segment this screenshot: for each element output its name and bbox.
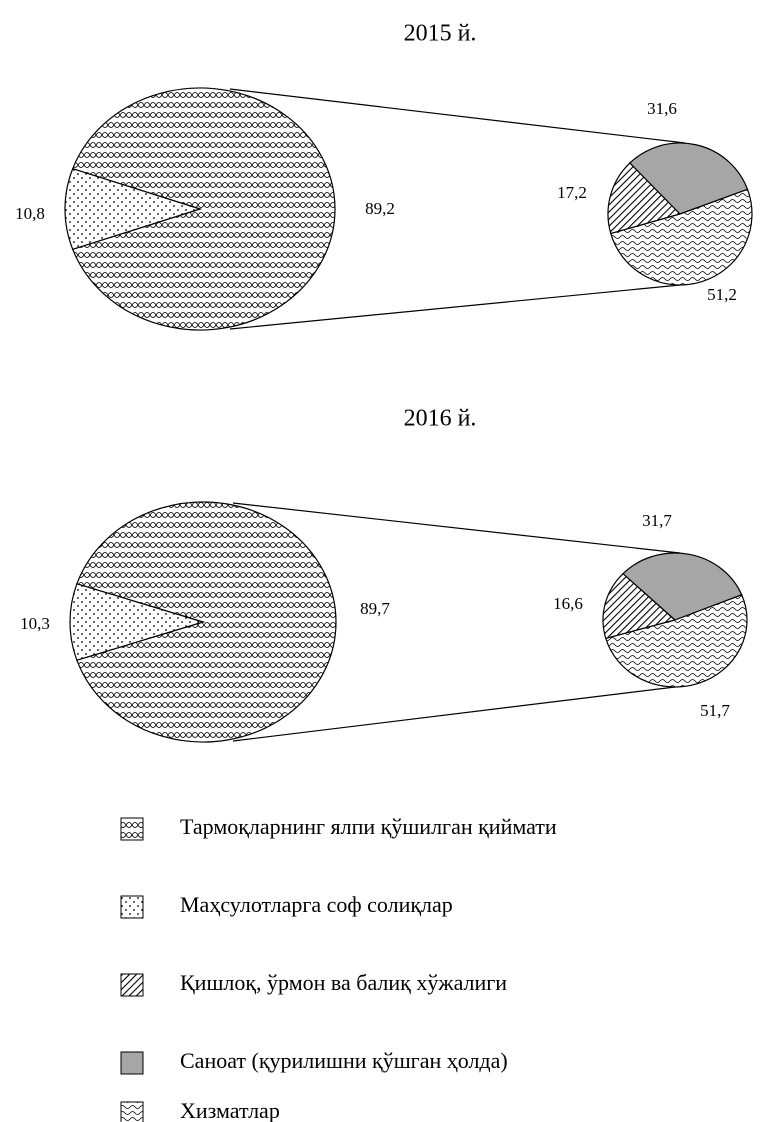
pie-slice [69, 583, 206, 661]
legend-label: Тармоқларнинг ялпи қўшилган қиймати [180, 814, 557, 839]
legend-swatch [120, 817, 144, 841]
legend-swatch [120, 1051, 144, 1075]
legend-label: Саноат (қурилишни қўшган ҳолда) [180, 1048, 508, 1073]
data-label: 16,6 [553, 594, 583, 613]
chart-title: 2015 й. [404, 21, 477, 47]
pie-slice [605, 594, 748, 688]
connector [232, 502, 681, 554]
legend-label: Хизматлар [180, 1098, 280, 1122]
pie-slice [64, 167, 202, 251]
legend-label: Маҳсулотларга соф солиқлар [180, 892, 453, 917]
legend-label: Қишлоқ, ўрмон ва балиқ хўжалиги [180, 970, 507, 995]
connector [229, 88, 686, 144]
data-label: 51,7 [700, 701, 730, 720]
data-label: 10,8 [15, 204, 45, 223]
pie-slice [76, 501, 337, 743]
data-label: 10,3 [20, 614, 50, 633]
connector [232, 686, 676, 742]
pie-slice [602, 572, 677, 640]
data-label: 31,7 [642, 511, 672, 530]
pie-slice [629, 142, 749, 215]
pie-slice [607, 162, 682, 235]
data-label: 89,2 [365, 199, 395, 218]
data-label: 31,6 [647, 99, 677, 118]
data-label: 89,7 [360, 599, 390, 618]
legend-swatch [120, 895, 144, 919]
data-label: 51,2 [707, 285, 737, 304]
pie-slice [71, 87, 336, 331]
data-label: 17,2 [557, 183, 587, 202]
legend-swatch [120, 1101, 144, 1122]
pie-slice [610, 188, 753, 286]
legend-swatch [120, 973, 144, 997]
pie-slice [622, 552, 743, 621]
connector [229, 284, 681, 330]
chart-title: 2016 й. [404, 406, 477, 432]
